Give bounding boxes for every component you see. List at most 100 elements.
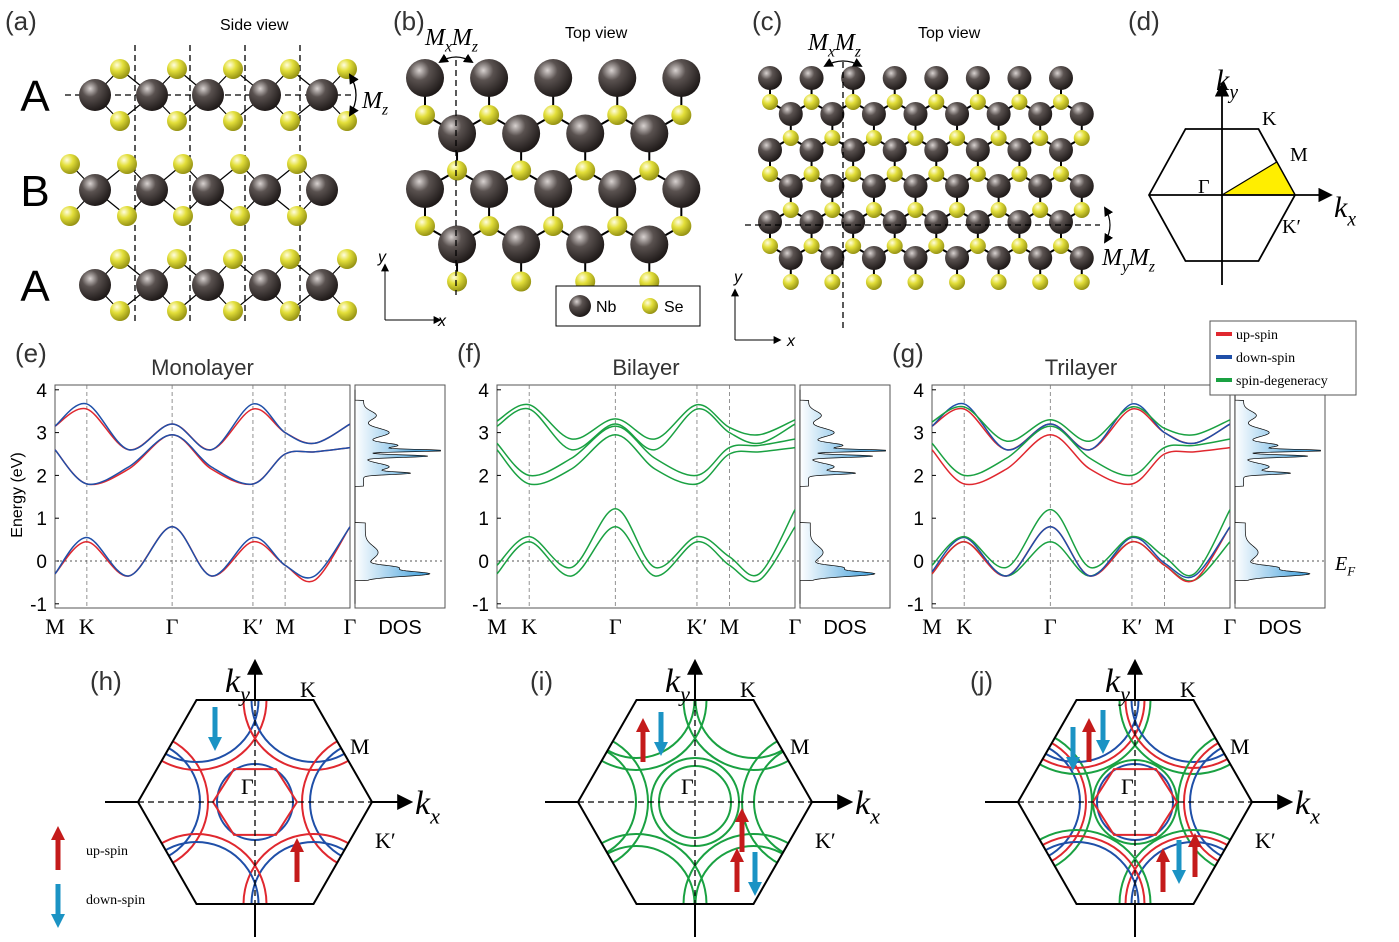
label: Γ	[166, 614, 179, 639]
se-atom	[1032, 130, 1049, 146]
nb-atom	[79, 174, 111, 206]
contour	[1018, 700, 1146, 769]
se-atom	[949, 274, 966, 290]
band	[496, 508, 796, 577]
spin-arrow-head	[730, 848, 744, 862]
se-atom	[824, 274, 841, 290]
label: A	[20, 262, 50, 311]
se-atom	[607, 105, 628, 125]
label: K	[1180, 677, 1196, 702]
nb-atom	[306, 269, 338, 301]
se-atom	[990, 274, 1007, 290]
nb-atom	[903, 246, 928, 270]
se-atom	[928, 94, 945, 110]
se-atom	[865, 130, 882, 146]
label: Monolayer	[151, 355, 254, 380]
nb-atom	[306, 79, 338, 111]
nb-atom	[502, 225, 541, 264]
se-atom	[60, 206, 80, 226]
nb-atom	[249, 269, 281, 301]
label: (d)	[1128, 6, 1160, 36]
se-atom	[167, 249, 187, 269]
label: M	[1290, 144, 1308, 166]
se-atom	[928, 238, 945, 254]
spin-arrow-head	[654, 742, 668, 756]
nb-atom	[882, 138, 907, 162]
label: (j)	[970, 666, 993, 696]
se-atom	[1052, 94, 1069, 110]
label: K	[300, 677, 316, 702]
nb-atom	[820, 102, 845, 126]
se-atom	[167, 111, 187, 131]
label: 3	[913, 424, 924, 445]
se-atom	[280, 301, 300, 321]
contour	[242, 700, 372, 771]
label: 0	[913, 552, 924, 573]
nb-atom	[470, 170, 509, 208]
nb-atom	[630, 225, 669, 264]
nb-atom	[1069, 102, 1094, 126]
se-atom	[762, 94, 778, 110]
contour	[1118, 829, 1252, 904]
nb-atom	[841, 138, 866, 162]
nb-atom	[924, 210, 949, 234]
label: Top view	[918, 25, 981, 42]
label: (b)	[393, 6, 425, 36]
band	[496, 403, 796, 440]
label: (e)	[15, 338, 47, 368]
nb-atom	[820, 246, 845, 270]
math-symbol: MxMz	[807, 30, 861, 61]
se-atom	[230, 154, 250, 174]
se-atom	[543, 216, 564, 236]
nb-atom	[1069, 174, 1094, 198]
nb-atom	[598, 170, 637, 208]
nb-atom	[945, 102, 970, 126]
y-axis-label: Energy (eV)	[9, 452, 26, 537]
nb-atom	[986, 174, 1011, 198]
se-atom	[969, 94, 986, 110]
symbol-sub: y	[1227, 82, 1238, 103]
label: DOS	[823, 617, 866, 639]
se-atom	[969, 166, 986, 182]
label: Γ	[1044, 614, 1057, 639]
band	[496, 526, 796, 583]
nb-atom	[799, 138, 824, 162]
se-atom	[845, 166, 862, 182]
label: M	[275, 614, 295, 639]
label: Γ	[789, 614, 802, 639]
label: 2	[478, 466, 489, 487]
contour	[578, 700, 696, 759]
contour	[1018, 700, 1152, 775]
se-atom	[167, 59, 187, 79]
symbol-base: k	[1105, 663, 1121, 700]
nb-atom	[841, 66, 866, 90]
symbol-sub: z	[471, 39, 478, 56]
nb-atom	[1007, 210, 1032, 234]
label: (f)	[457, 338, 482, 368]
nb-atom	[630, 114, 669, 153]
symbol-sub: y	[1120, 259, 1129, 276]
label: K	[79, 614, 95, 639]
math-symbol: EF	[1334, 553, 1356, 579]
spin-arrow-head	[1096, 740, 1110, 754]
se-atom	[803, 166, 820, 182]
symbol-base: M	[1128, 245, 1151, 271]
se-atom	[865, 274, 882, 290]
symbol-sub: z	[381, 102, 388, 119]
nb-atom	[799, 210, 824, 234]
se-atom	[60, 154, 80, 174]
symbol-sub: x	[444, 39, 452, 56]
nb-atom	[136, 79, 168, 111]
band	[931, 508, 1231, 577]
se-atom	[782, 202, 799, 218]
se-atom	[110, 111, 130, 131]
se-atom	[280, 249, 300, 269]
se-atom	[479, 216, 500, 236]
label: K	[956, 614, 972, 639]
label: K′	[243, 614, 264, 639]
nb-atom	[758, 66, 782, 90]
label: 3	[478, 424, 489, 445]
contour	[694, 845, 812, 904]
nb-atom	[534, 59, 573, 97]
symbol-base: M	[424, 25, 447, 51]
